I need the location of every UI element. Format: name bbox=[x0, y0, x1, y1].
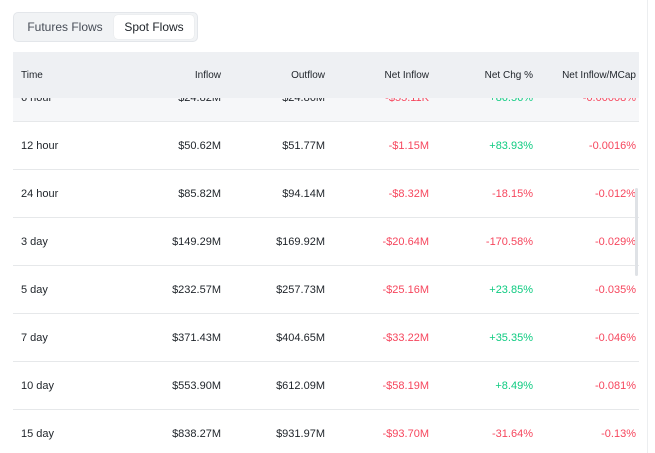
table-row: 24 hour $85.82M $94.14M -$8.32M -18.15% -0.01… bbox=[13, 170, 639, 218]
cell-net-inflow-mcap: -0.0016% bbox=[588, 139, 636, 152]
cell-net-inflow: -$93.70M bbox=[382, 427, 429, 440]
tab-futures-flows[interactable]: Futures Flows bbox=[27, 20, 103, 34]
cell-inflow: $553.90M bbox=[172, 379, 221, 392]
cell-outflow: $931.97M bbox=[276, 427, 325, 440]
cell-net-chg: +83.93% bbox=[489, 139, 533, 152]
tab-spot-flows[interactable]: Spot Flows bbox=[114, 15, 194, 39]
header-net-chg[interactable]: Net Chg % bbox=[484, 69, 533, 81]
table-row: 7 day $371.43M $404.65M -$33.22M +35.35% -0.0… bbox=[13, 314, 639, 362]
header-net-inflow-mcap[interactable]: Net Inflow/MCap bbox=[562, 69, 636, 81]
cell-outflow: $404.65M bbox=[276, 331, 325, 344]
cell-net-inflow: -$8.32M bbox=[388, 187, 429, 200]
cell-inflow: $85.82M bbox=[178, 187, 221, 200]
cell-time: 15 day bbox=[21, 427, 55, 440]
cell-net-inflow: -$20.64M bbox=[382, 235, 429, 248]
cell-net-inflow-mcap: -0.029% bbox=[595, 235, 636, 248]
header-outflow[interactable]: Outflow bbox=[291, 69, 325, 81]
cell-time: 5 day bbox=[21, 283, 48, 296]
flows-table: Time Inflow Outflow Net Inflow Net Chg %… bbox=[13, 52, 639, 453]
table-row: 12 hour $50.62M $51.77M -$1.15M +83.93% -0.00… bbox=[13, 122, 639, 170]
cell-outflow: $257.73M bbox=[276, 283, 325, 296]
cell-net-inflow-mcap: -0.012% bbox=[595, 187, 636, 200]
cell-net-chg: -31.64% bbox=[492, 427, 533, 440]
cell-time: 10 day bbox=[21, 379, 55, 392]
cell-outflow: $94.14M bbox=[282, 187, 325, 200]
cell-net-chg: +35.35% bbox=[489, 331, 533, 344]
cell-inflow: $149.29M bbox=[172, 235, 221, 248]
cell-inflow: $50.62M bbox=[178, 139, 221, 152]
table-row: 5 day $232.57M $257.73M -$25.16M +23.85% -0.0… bbox=[13, 266, 639, 314]
cell-net-chg: -18.15% bbox=[492, 187, 533, 200]
cell-net-chg: +23.85% bbox=[489, 283, 533, 296]
cell-inflow: $838.27M bbox=[172, 427, 221, 440]
table-row: 3 day $149.29M $169.92M -$20.64M -170.58% -0.… bbox=[13, 218, 639, 266]
table-row: 10 day $553.90M $612.09M -$58.19M +8.49% -0.0… bbox=[13, 362, 639, 410]
cell-time: 3 day bbox=[21, 235, 48, 248]
cell-outflow: $51.77M bbox=[282, 139, 325, 152]
cell-net-chg: -170.58% bbox=[485, 235, 533, 248]
cell-time: 12 hour bbox=[21, 139, 59, 152]
cell-time: 7 day bbox=[21, 331, 48, 344]
header-inflow[interactable]: Inflow bbox=[194, 69, 221, 81]
cell-outflow: $612.09M bbox=[276, 379, 325, 392]
panel-divider bbox=[647, 0, 648, 453]
table-header: Time Inflow Outflow Net Inflow Net Chg %… bbox=[13, 52, 639, 98]
cell-outflow: $169.92M bbox=[276, 235, 325, 248]
table-row: 15 day $838.27M $931.97M -$93.70M -31.64% -0.… bbox=[13, 410, 639, 453]
cell-net-inflow-mcap: -0.035% bbox=[595, 283, 636, 296]
cell-inflow: $232.57M bbox=[172, 283, 221, 296]
flow-type-tabs: Futures Flows Spot Flows bbox=[13, 12, 198, 42]
cell-net-inflow: -$1.15M bbox=[388, 139, 429, 152]
cell-net-inflow: -$33.22M bbox=[382, 331, 429, 344]
cell-time: 24 hour bbox=[21, 187, 59, 200]
header-time[interactable]: Time bbox=[21, 69, 43, 81]
cell-net-inflow-mcap: -0.081% bbox=[595, 379, 636, 392]
table-scrollbar[interactable] bbox=[635, 188, 638, 276]
cell-net-inflow: -$25.16M bbox=[382, 283, 429, 296]
cell-net-inflow-mcap: -0.046% bbox=[595, 331, 636, 344]
cell-inflow: $371.43M bbox=[172, 331, 221, 344]
cell-net-chg: +8.49% bbox=[495, 379, 533, 392]
header-net-inflow[interactable]: Net Inflow bbox=[384, 69, 429, 81]
cell-net-inflow-mcap: -0.13% bbox=[601, 427, 636, 440]
cell-net-inflow: -$58.19M bbox=[382, 379, 429, 392]
